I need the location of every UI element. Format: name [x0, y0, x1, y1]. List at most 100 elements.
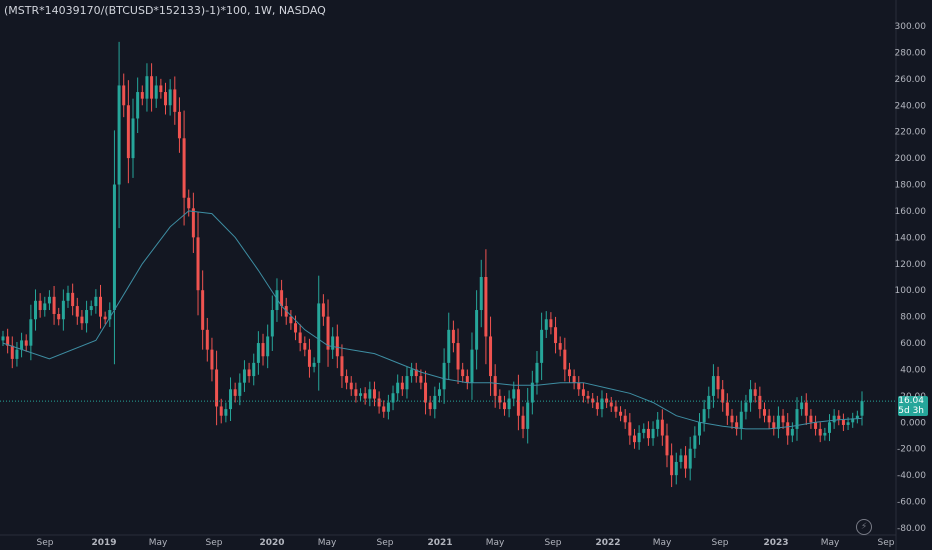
candle-body	[730, 415, 734, 423]
candle-body	[563, 349, 567, 370]
candle-body	[591, 398, 595, 403]
candle-body	[349, 382, 353, 390]
x-tick-label: Sep	[712, 538, 729, 548]
x-tick-label: May	[821, 538, 840, 548]
candle-body	[776, 415, 780, 429]
candle-body	[405, 376, 409, 390]
candle-body	[303, 343, 307, 350]
candle-body	[758, 395, 762, 410]
candle-body	[470, 349, 474, 383]
candle-body	[219, 406, 223, 416]
time-axis[interactable]: Sep 2019 May Sep 2020 May Sep 2021 May Sep 2022 May…	[37, 538, 895, 548]
candle-body	[261, 343, 265, 357]
candle-body	[150, 76, 154, 99]
candle-body	[428, 402, 432, 410]
candle-body	[632, 435, 636, 443]
candle-body	[270, 310, 274, 337]
candle-body	[112, 184, 116, 311]
candle-body	[396, 382, 400, 394]
candle-body	[145, 76, 149, 99]
candle-body	[660, 419, 664, 436]
candle-body	[173, 89, 177, 112]
candle-body	[433, 395, 437, 410]
y-tick-label: 0.000	[900, 418, 926, 428]
candle-body	[772, 422, 776, 429]
candle-body	[795, 409, 799, 429]
candle-body	[716, 376, 720, 390]
candle-body	[372, 389, 376, 399]
candle-body	[386, 402, 390, 412]
candle-body	[851, 418, 855, 423]
candle-body	[126, 105, 130, 159]
candle-body	[103, 316, 107, 320]
y-tick-label: -80.00	[897, 524, 926, 534]
x-tick-label: 2023	[763, 538, 788, 548]
candle-body	[860, 401, 864, 416]
candle-body	[38, 300, 42, 311]
candle-body	[66, 292, 70, 301]
candle-body	[15, 349, 19, 359]
candle-body	[665, 435, 669, 456]
candle-body	[307, 349, 311, 367]
candle-body	[294, 323, 298, 333]
candle-body	[804, 402, 808, 416]
candle-body	[442, 362, 446, 390]
candle-body	[526, 402, 530, 429]
candle-body	[572, 376, 576, 383]
symbol-title[interactable]: (MSTR*14039170/(BTCUSD*152133)-1)*100, 1…	[4, 4, 326, 17]
candle-body	[340, 356, 344, 377]
y-tick-label: -40.00	[897, 471, 926, 481]
candle-body	[215, 369, 219, 407]
candle-body	[57, 313, 61, 320]
candle-body	[619, 411, 623, 416]
candle-body	[516, 389, 520, 416]
candle-body	[47, 296, 51, 304]
candle-body	[595, 402, 599, 410]
candle-body	[846, 422, 850, 425]
candle-body	[656, 419, 660, 429]
candle-body	[317, 303, 321, 363]
candle-body	[702, 409, 706, 423]
candle-body	[707, 395, 711, 410]
candle-body	[210, 349, 214, 370]
candle-body	[679, 455, 683, 462]
candle-body	[71, 292, 75, 307]
candle-body	[549, 319, 553, 328]
candle-body	[289, 316, 293, 324]
candle-body	[24, 340, 28, 346]
candle-body	[493, 376, 497, 396]
candle-body	[312, 362, 316, 367]
candle-body	[642, 428, 646, 433]
y-tick-label: 200.00	[895, 154, 927, 164]
candle-body	[424, 382, 428, 403]
candle-body	[242, 369, 246, 383]
candle-body	[266, 336, 270, 357]
candle-body	[554, 327, 558, 344]
candle-body	[823, 432, 827, 436]
candle-body	[581, 389, 585, 396]
candle-body	[43, 303, 47, 311]
last-price-badge: 16.04 5d 3h	[898, 396, 928, 416]
candle-body	[229, 389, 233, 410]
candle-body	[400, 382, 404, 390]
candle-body	[628, 422, 632, 436]
candle-body	[377, 398, 381, 407]
candle-body	[832, 415, 836, 423]
candle-body	[414, 369, 418, 377]
y-tick-label: 140.00	[895, 233, 927, 243]
candle-body	[841, 419, 845, 425]
candle-body	[187, 197, 191, 209]
candle-body	[108, 310, 112, 320]
candle-body	[739, 411, 743, 429]
candle-body	[122, 85, 126, 106]
candle-body	[382, 406, 386, 412]
candle-body	[577, 382, 581, 390]
x-tick-label: Sep	[878, 538, 895, 548]
y-tick-label: 180.00	[895, 181, 927, 191]
y-tick-label: 40.00	[900, 365, 926, 375]
candle-body	[697, 422, 701, 436]
candle-body	[410, 369, 414, 377]
lightning-icon[interactable]: ⚡	[856, 519, 872, 535]
